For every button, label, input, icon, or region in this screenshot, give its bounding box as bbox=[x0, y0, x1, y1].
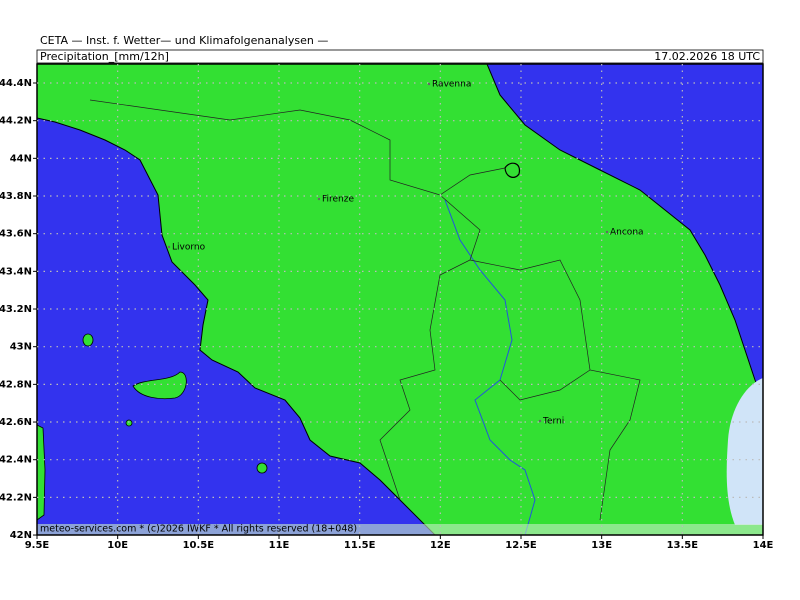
graticule: 44.4N 44.2N 44N 43.8N 43.6N 43.4N 43.2N 43N 42.8… bbox=[0, 64, 774, 551]
date: 17.02.2026 18 UTC bbox=[654, 50, 760, 63]
san-marino bbox=[504, 162, 521, 178]
lon-label: 10E bbox=[107, 540, 128, 551]
lat-label: 44.2N bbox=[0, 116, 32, 127]
lat-label: 42.2N bbox=[0, 492, 32, 503]
city-dot bbox=[605, 230, 609, 234]
lon-label: 14E bbox=[753, 540, 774, 551]
lon-label: 13E bbox=[591, 540, 612, 551]
title-box bbox=[36, 49, 764, 64]
lon-label: 12.5E bbox=[505, 540, 537, 551]
land bbox=[36, 63, 764, 536]
lat-label: 43.6N bbox=[0, 229, 32, 240]
city-dot bbox=[167, 245, 171, 249]
institute: CETA — Inst. f. Wetter— und Klimafolgena… bbox=[40, 34, 328, 47]
city-label: Ravenna bbox=[432, 80, 471, 90]
lat-label: 43N bbox=[10, 342, 32, 353]
lat-label: 42.6N bbox=[0, 417, 32, 428]
city-dot bbox=[538, 419, 542, 423]
corsica bbox=[36, 424, 46, 521]
lat-label: 44N bbox=[10, 153, 32, 164]
footer: meteo-services.com * (c)2026 IWKF * All … bbox=[40, 524, 357, 535]
elba bbox=[132, 371, 187, 400]
map: meteo-services.com * (c)2026 IWKF * All … bbox=[36, 63, 764, 536]
title: Precipitation_[mm/12h] bbox=[40, 50, 169, 63]
lat-label: 43.2N bbox=[0, 304, 32, 315]
lat-label: 42.8N bbox=[0, 379, 32, 390]
lat-label: 42.4N bbox=[0, 455, 32, 466]
lon-label: 13.5E bbox=[667, 540, 699, 551]
footer-band bbox=[37, 524, 763, 535]
lat-label: 43.4N bbox=[0, 266, 32, 277]
frame bbox=[36, 63, 764, 536]
lat-label: 43.8N bbox=[0, 191, 32, 202]
city-label: Livorno bbox=[172, 243, 206, 253]
light-precip bbox=[726, 378, 763, 525]
lon-label: 9.5E bbox=[25, 540, 50, 551]
lon-label: 10.5E bbox=[183, 540, 215, 551]
city-label: Ancona bbox=[610, 228, 644, 238]
lat-label: 42N bbox=[10, 530, 32, 541]
lat-label: 44.4N bbox=[0, 78, 32, 89]
island bbox=[256, 462, 268, 474]
island bbox=[125, 419, 133, 427]
tiber bbox=[444, 199, 536, 536]
city-label: Terni bbox=[542, 417, 564, 427]
borders bbox=[89, 99, 641, 521]
island bbox=[82, 333, 94, 347]
lon-label: 11E bbox=[269, 540, 290, 551]
lon-label: 11.5E bbox=[344, 540, 376, 551]
lon-label: 12E bbox=[430, 540, 451, 551]
city-dot bbox=[317, 197, 321, 201]
city-dot bbox=[427, 82, 431, 86]
city-label: Firenze bbox=[322, 195, 354, 205]
